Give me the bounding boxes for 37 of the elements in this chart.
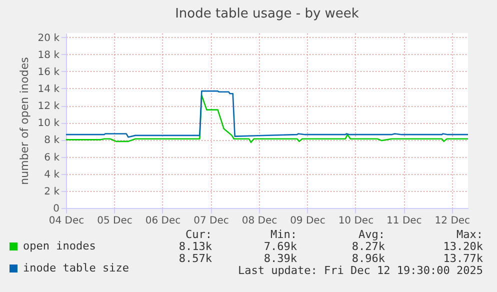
x-tick-label: 04 Dec	[48, 216, 84, 226]
x-tick-label: 10 Dec	[338, 216, 374, 226]
x-tick-label: 05 Dec	[97, 216, 132, 226]
y-tick-label: 16 k	[38, 66, 60, 78]
text: Min:	[270, 228, 297, 241]
text: Last update: Fri Dec 12 19:30:00 2025	[238, 264, 483, 277]
y-tick-label: 6 k	[44, 152, 60, 164]
y-tick-label: 10 k	[38, 118, 60, 130]
y-tick-label: 12 k	[38, 101, 60, 112]
text: Max:	[456, 228, 483, 241]
text: Cur:	[186, 228, 212, 241]
legend-label: inode table size	[23, 262, 129, 274]
text: Avg:	[358, 228, 385, 241]
y-tick-label: 4 k	[44, 169, 60, 180]
text: 13.20k	[443, 240, 483, 253]
x-tick-label: 12 Dec	[434, 216, 470, 226]
text: 7.69k	[264, 240, 297, 253]
text: 8.13k	[178, 240, 212, 253]
x-tick-label: 11 Dec	[386, 216, 422, 226]
y-tick-label: 18 k	[38, 50, 60, 61]
chart-title: Inode table usage - by week	[175, 6, 360, 22]
y-axis-title: number of open inodes	[18, 56, 31, 185]
legend-label: open inodes	[23, 240, 96, 252]
text: 8.57k	[178, 252, 212, 265]
y-tick-label: 2 k	[44, 186, 60, 198]
y-tick-label: 14 k	[38, 84, 60, 95]
x-tick-label: 09 Dec	[290, 216, 326, 226]
x-tick-label: 08 Dec	[242, 216, 278, 226]
text: 8.96k	[352, 252, 385, 265]
text: 8.27k	[352, 240, 385, 253]
y-tick-label: 0	[53, 204, 60, 214]
text: 8.39k	[264, 252, 297, 265]
y-tick-label: 8 k	[44, 135, 60, 146]
x-tick-label: 07 Dec	[194, 216, 229, 226]
x-tick-label: 06 Dec	[145, 216, 181, 226]
y-tick-label: 20 k	[38, 32, 60, 44]
text: 13.77k	[443, 252, 483, 265]
